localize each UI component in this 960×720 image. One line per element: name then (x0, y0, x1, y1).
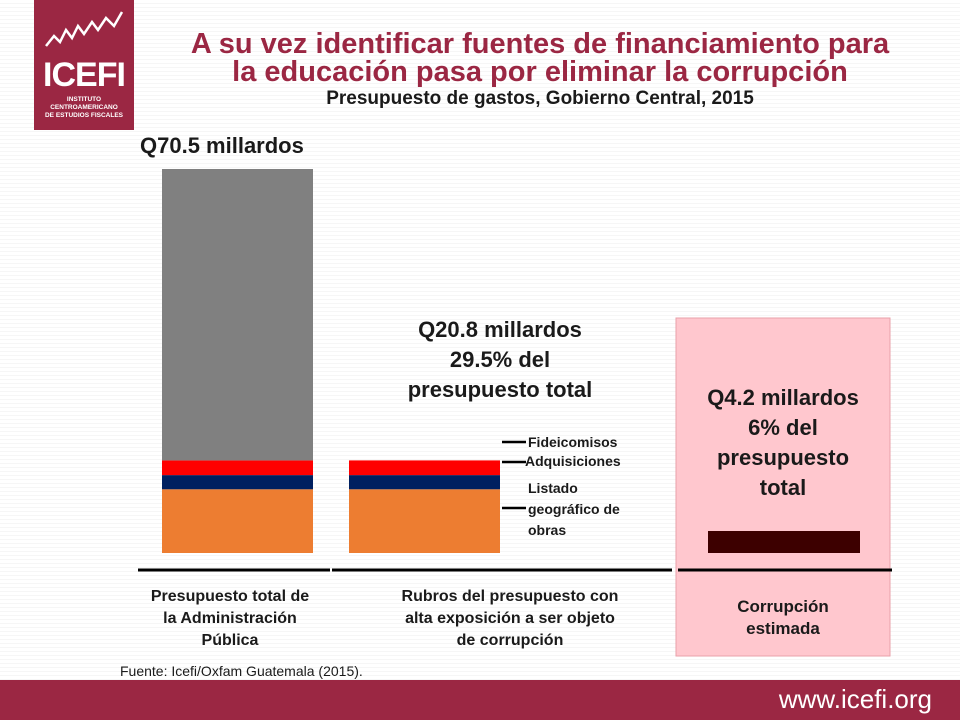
legend-fideicomisos: Fideicomisos (528, 434, 618, 450)
bar-3-corruption-estimate (708, 531, 860, 553)
category-label-corruption: Corrupción estimada (737, 597, 829, 638)
source-note: Fuente: Icefi/Oxfam Guatemala (2015). (120, 663, 363, 679)
exposed-annotation: Q20.8 millardos 29.5% del presupuesto to… (407, 317, 593, 402)
bar-1-segment-fideicomisos (162, 460, 313, 476)
page-title: A su vez identificar fuentes de financia… (190, 28, 890, 88)
total-annotation: Q70.5 millardos (140, 133, 304, 158)
category-label-exposed: Rubros del presupuesto con alta exposici… (401, 588, 619, 649)
logo-word: ICEFI (43, 56, 126, 94)
bar-1-segment-other (162, 169, 313, 461)
bar-2-segment-adquisiciones (349, 475, 500, 490)
logo-subtitle: INSTITUTO CENTROAMERICANO DE ESTUDIOS FI… (44, 96, 123, 119)
bar-1-segment-listado (162, 489, 313, 553)
chart-subtitle: Presupuesto de gastos, Gobierno Central,… (326, 88, 754, 109)
corruption-box (675, 317, 891, 657)
bar-2-segment-listado (349, 489, 500, 553)
legend-adquisiciones: Adquisiciones (525, 453, 621, 469)
footer-url: www.icefi.org (778, 684, 932, 714)
bar-2-segment-fideicomisos (349, 460, 500, 476)
legend-listado: Listado geográfico de obras (528, 480, 620, 538)
category-label-total: Presupuesto total de la Administración P… (150, 588, 310, 649)
corruption-annotation: Q4.2 millardos 6% del presupuesto total (707, 385, 859, 500)
footer-bar: www.icefi.org (0, 680, 960, 720)
bar-1-segment-adquisiciones (162, 475, 313, 490)
trend-line-icon (45, 11, 124, 47)
budget-chart (138, 169, 892, 657)
icefi-logo: ICEFI INSTITUTO CENTROAMERICANO DE ESTUD… (34, 0, 134, 130)
